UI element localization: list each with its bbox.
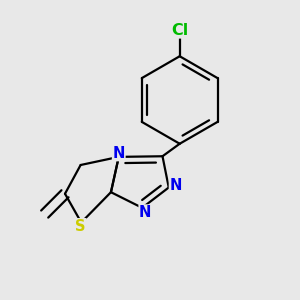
Text: N: N <box>112 146 125 160</box>
Text: S: S <box>75 219 86 234</box>
Text: N: N <box>139 205 152 220</box>
Text: N: N <box>169 178 182 194</box>
Text: Cl: Cl <box>171 23 188 38</box>
